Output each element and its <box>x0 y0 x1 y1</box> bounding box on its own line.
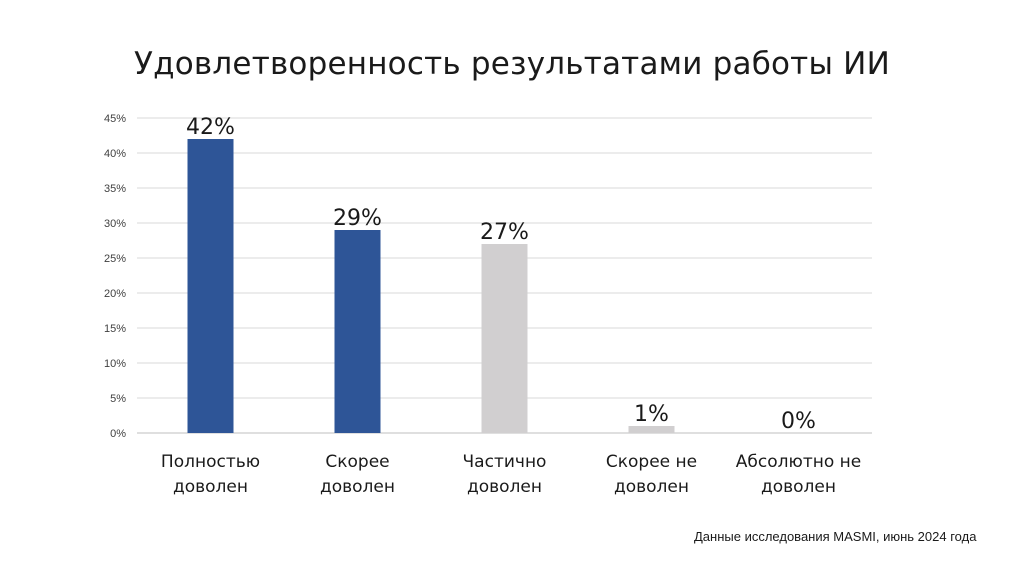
y-axis-ticks: 0% 5% 10% 15% 20% 25% 30% 35% 40% 45% <box>104 113 126 440</box>
y-tick-label: 10% <box>104 358 126 370</box>
y-tick-label: 35% <box>104 183 126 195</box>
chart-title: Удовлетворенность результатами работы ИИ <box>134 46 890 82</box>
category-label-line: Скорее не <box>606 452 697 472</box>
category-label-line: доволен <box>614 477 689 497</box>
bar <box>334 230 381 433</box>
category-label-line: Скорее <box>325 452 389 472</box>
bar <box>187 139 234 433</box>
y-tick-label: 0% <box>110 428 126 440</box>
category-label-line: Абсолютно не <box>736 452 861 472</box>
category-labels: Полностью доволен Скорее доволен Частично дов… <box>161 452 861 497</box>
category-label: Полностью доволен <box>161 452 260 497</box>
y-tick-label: 15% <box>104 323 126 335</box>
data-label: 42% <box>186 115 235 140</box>
bar <box>481 244 528 433</box>
y-tick-label: 5% <box>110 393 126 405</box>
category-label: Скорее доволен <box>320 452 395 497</box>
y-tick-label: 25% <box>104 253 126 265</box>
data-labels: 42% 29% 27% 1% 0% <box>186 115 816 434</box>
category-label-line: Полностью <box>161 452 260 472</box>
category-label-line: доволен <box>761 477 836 497</box>
data-label: 0% <box>781 409 816 434</box>
category-label-line: доволен <box>173 477 248 497</box>
category-label: Абсолютно не доволен <box>736 452 861 497</box>
y-tick-label: 45% <box>104 113 126 125</box>
category-label-line: доволен <box>467 477 542 497</box>
data-label: 1% <box>634 402 669 427</box>
bar <box>628 426 675 433</box>
category-label-line: доволен <box>320 477 395 497</box>
y-tick-label: 30% <box>104 218 126 230</box>
y-tick-label: 20% <box>104 288 126 300</box>
bars <box>187 139 675 433</box>
category-label: Частично доволен <box>463 452 547 497</box>
data-label: 29% <box>333 206 382 231</box>
data-label: 27% <box>480 220 529 245</box>
category-label: Скорее не доволен <box>606 452 697 497</box>
y-tick-label: 40% <box>104 148 126 160</box>
source-note: Данные исследования MASMI, июнь 2024 год… <box>694 529 977 544</box>
category-label-line: Частично <box>463 452 547 472</box>
